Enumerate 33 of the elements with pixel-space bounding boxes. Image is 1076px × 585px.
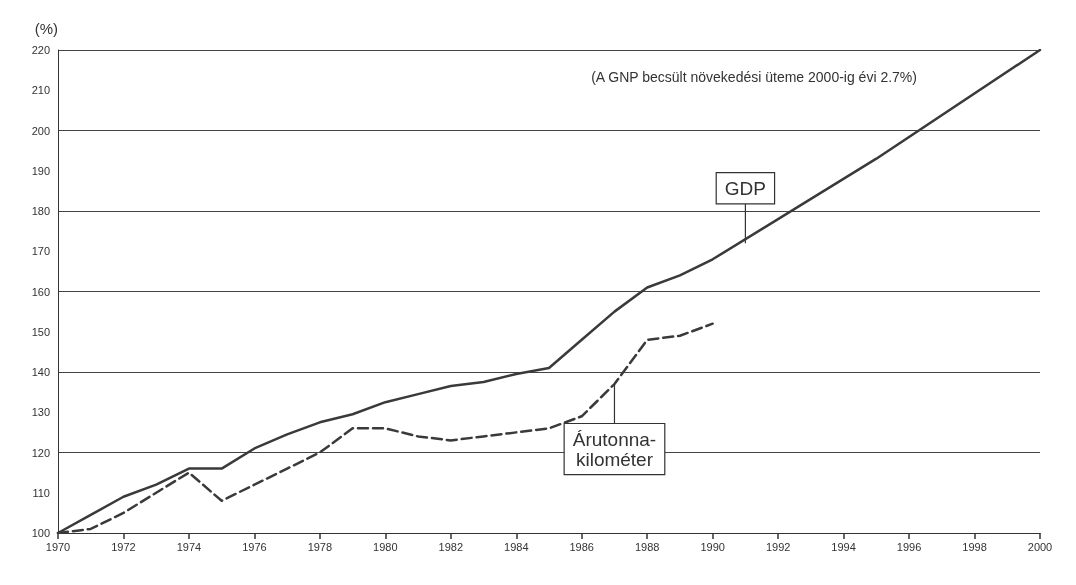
x-tick-label: 1974 xyxy=(176,540,202,553)
x-tick-label: 1972 xyxy=(111,540,136,553)
x-tick-label: 1970 xyxy=(45,540,71,553)
y-tick-label: 120 xyxy=(31,446,50,459)
annotation: (A GNP becsült növekedési üteme 2000-ig évi 2.7%) xyxy=(591,69,917,85)
y-tick-label: 190 xyxy=(31,164,50,177)
x-tick-label: 1984 xyxy=(504,540,529,553)
y-tick-label: 100 xyxy=(31,527,50,539)
annotation: Árutonna-kilométer xyxy=(572,428,657,470)
annotation: GDP xyxy=(724,177,766,199)
x-tick-label: 1982 xyxy=(438,540,464,553)
x-tick-label: 1998 xyxy=(962,540,987,553)
y-tick-label: 160 xyxy=(31,285,50,298)
x-tick-label: 1996 xyxy=(896,540,922,553)
x-tick-label: 2000 xyxy=(1027,540,1053,553)
y-tick-label: 170 xyxy=(31,245,50,258)
y-tick-label: 130 xyxy=(31,406,50,419)
y-tick-label: 200 xyxy=(31,124,50,137)
x-tick-label: 1978 xyxy=(307,540,333,553)
y-tick-label: 210 xyxy=(31,84,50,97)
x-tick-label: 1976 xyxy=(242,540,267,553)
x-tick-label: 1980 xyxy=(373,540,398,553)
x-tick-label: 1994 xyxy=(831,540,856,553)
y-axis-title: (%) xyxy=(34,20,58,37)
x-tick-label: 1986 xyxy=(569,540,594,553)
x-tick-label: 1992 xyxy=(765,540,791,553)
y-tick-label: 180 xyxy=(31,205,50,217)
y-tick-label: 110 xyxy=(32,486,50,499)
y-tick-label: 140 xyxy=(31,366,50,378)
x-tick-label: 1990 xyxy=(700,540,725,553)
y-tick-label: 220 xyxy=(31,44,50,56)
x-tick-label: 1988 xyxy=(634,540,660,553)
y-tick-label: 150 xyxy=(31,325,50,338)
